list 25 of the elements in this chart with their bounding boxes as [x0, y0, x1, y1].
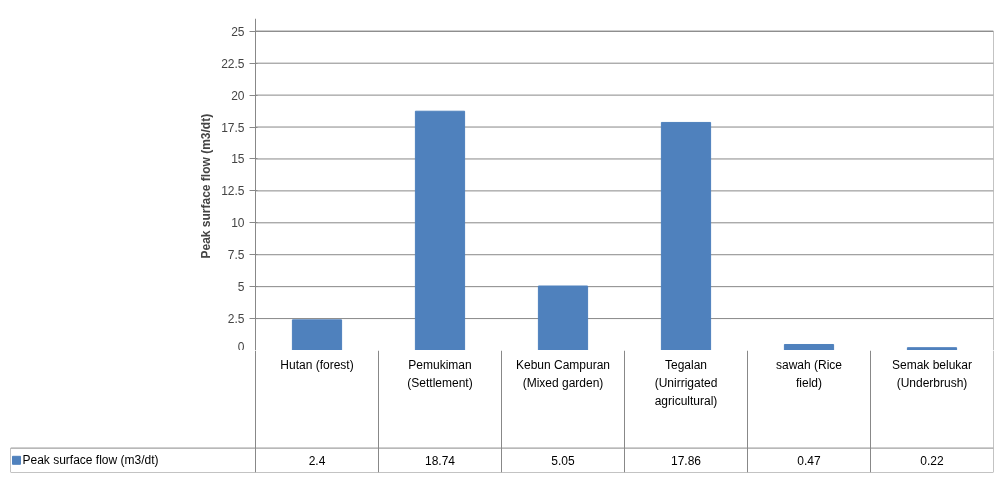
- y-tick-label: 10: [231, 216, 245, 231]
- y-tick-label: 7.5: [227, 248, 245, 263]
- y-tick-label: 15: [231, 152, 245, 167]
- data-label: 17.86: [670, 453, 702, 468]
- y-tick-label: 0: [237, 339, 245, 354]
- x-tick-label: sawah (Rice field): [775, 357, 843, 391]
- data-label: 2.4: [308, 453, 326, 468]
- legend-label: Peak surface flow (m3/dt): [22, 453, 159, 468]
- y-tick-label: 20: [231, 88, 245, 103]
- data-label: 0.47: [797, 453, 821, 468]
- data-label: 18.74: [424, 453, 456, 468]
- y-tick-label: 5: [237, 280, 245, 295]
- y-tick-label: 17.5: [221, 120, 245, 135]
- x-tick-label: Tegalan (Unirrigated agricultural): [654, 357, 718, 409]
- x-tick-label: Pemukiman (Settlement): [407, 357, 473, 391]
- y-tick-label: 22.5: [221, 56, 245, 71]
- x-tick-label: Semak belukar (Underbrush): [891, 357, 973, 391]
- y-tick-label: 12.5: [221, 184, 245, 199]
- y-axis-title: Peak surface flow (m3/dt): [199, 113, 214, 259]
- y-tick-label: 25: [231, 24, 245, 39]
- data-label: 0.22: [920, 453, 944, 468]
- y-tick-label: 2.5: [227, 312, 245, 327]
- x-tick-label: Kebun Campuran (Mixed garden): [515, 357, 611, 391]
- data-label: 5.05: [551, 453, 575, 468]
- x-tick-label: Hutan (forest): [280, 357, 354, 372]
